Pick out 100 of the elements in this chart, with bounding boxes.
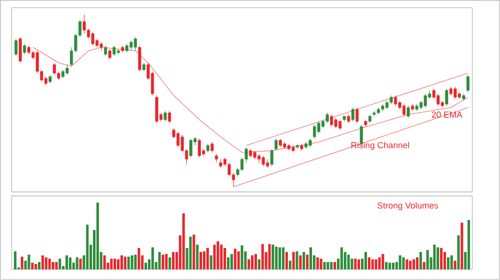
candlestick <box>330 114 334 127</box>
bar <box>302 252 306 270</box>
bar <box>34 264 38 270</box>
candlestick <box>466 74 470 92</box>
bar <box>261 244 264 270</box>
bar <box>306 254 309 270</box>
bar <box>96 202 99 270</box>
bar <box>192 234 196 270</box>
bar <box>385 262 388 270</box>
bar <box>110 258 113 270</box>
bar <box>124 256 126 270</box>
annotation: Strong Volumes <box>378 202 438 210</box>
candlestick <box>23 44 26 55</box>
bar <box>240 245 244 270</box>
bar <box>237 251 240 270</box>
bar <box>234 248 236 270</box>
bar <box>440 248 443 270</box>
bar <box>323 262 326 270</box>
candlestick <box>406 106 410 118</box>
bar <box>406 259 408 270</box>
bar <box>38 262 41 270</box>
bar <box>220 244 223 270</box>
bar <box>354 258 357 270</box>
bar <box>320 258 322 270</box>
bar <box>378 257 381 270</box>
bar <box>402 257 405 270</box>
candlestick <box>104 45 108 56</box>
bar <box>189 236 192 270</box>
bar <box>68 257 72 270</box>
bar <box>468 220 470 270</box>
bar <box>299 255 302 270</box>
candlestick <box>82 14 86 34</box>
bar <box>162 254 164 270</box>
bar <box>334 262 336 270</box>
bar <box>330 262 333 270</box>
candlestick <box>134 36 137 52</box>
bar <box>151 247 154 270</box>
candlestick <box>326 112 329 124</box>
bar <box>364 252 367 270</box>
bar <box>130 255 134 270</box>
bar <box>392 262 394 270</box>
bar <box>165 254 168 270</box>
candlestick <box>334 118 338 129</box>
candlestick <box>164 110 167 122</box>
bar <box>134 254 137 270</box>
bar <box>347 254 350 270</box>
bar <box>282 247 284 270</box>
candlestick <box>356 107 359 124</box>
bar <box>20 256 24 270</box>
candlestick <box>138 45 142 72</box>
bar <box>371 259 374 270</box>
candlestick <box>112 45 116 56</box>
bar <box>278 247 282 270</box>
candlestick <box>274 138 278 151</box>
bar <box>230 254 233 270</box>
bar <box>103 255 106 270</box>
bar <box>55 262 58 270</box>
bar <box>292 252 295 270</box>
candlestick <box>270 148 274 166</box>
bar <box>409 260 412 270</box>
bar <box>419 252 422 270</box>
bar <box>31 262 34 270</box>
candlestick <box>18 36 22 64</box>
bar <box>374 259 378 270</box>
bar <box>210 255 212 270</box>
bar <box>79 258 82 270</box>
bar <box>412 259 416 270</box>
bar <box>309 247 312 270</box>
bar <box>52 262 54 270</box>
bar <box>422 262 426 270</box>
bar <box>120 255 123 270</box>
bar <box>426 250 429 270</box>
candlestick <box>168 110 172 124</box>
bar <box>443 252 446 270</box>
bar <box>316 257 319 270</box>
bar <box>382 254 384 270</box>
bar <box>86 224 89 270</box>
bar <box>288 260 292 270</box>
candlestick <box>445 88 448 106</box>
annotation: 20 EMA <box>432 112 462 118</box>
bar <box>350 258 354 270</box>
bar <box>226 257 230 270</box>
candlestick <box>351 107 354 122</box>
bar <box>127 256 130 270</box>
bar <box>114 258 116 270</box>
bar <box>76 257 78 270</box>
candlestick <box>14 38 18 56</box>
candlestick <box>317 121 320 134</box>
bar <box>450 255 453 270</box>
bar <box>416 257 419 270</box>
bar <box>138 248 140 270</box>
bar <box>268 244 271 270</box>
bar <box>340 247 343 270</box>
bar <box>216 241 220 270</box>
bar <box>388 262 392 270</box>
bar <box>65 255 68 270</box>
bar <box>28 254 30 270</box>
bar <box>182 213 185 270</box>
bar <box>272 244 274 270</box>
candlestick <box>91 32 94 46</box>
